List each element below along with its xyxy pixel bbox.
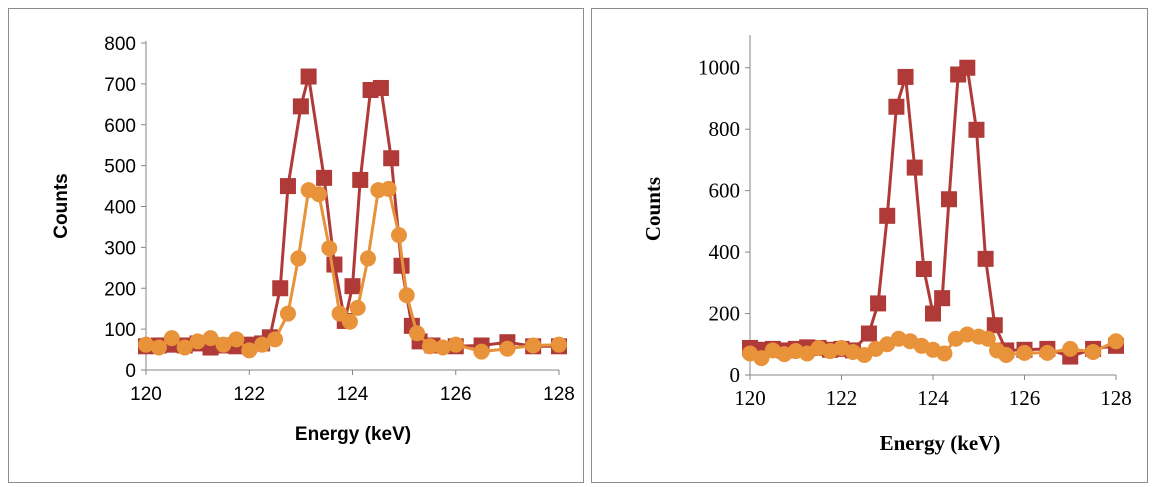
y-tick-label: 400 [104,198,136,219]
x-tick-label: 128 [543,384,575,405]
y-tick-label: 0 [730,363,741,387]
data-point-square [941,191,958,208]
data-point-circle [551,336,567,353]
data-point-circle [241,342,258,359]
data-point-circle [499,340,516,357]
x-tick-label: 124 [337,384,369,405]
y-tick-label: 0 [125,361,136,382]
data-point-circle [150,339,167,356]
x-tick-label: 128 [1100,386,1132,410]
data-point-circle [525,337,542,354]
data-point-circle [228,331,245,348]
data-point-square [968,121,985,138]
data-point-circle [202,330,219,347]
data-point-square [292,98,309,115]
data-point-circle [398,287,415,304]
data-point-square [272,280,289,297]
y-tick-label: 1000 [698,56,740,80]
data-point-square [326,256,343,273]
y-tick-label: 300 [104,238,136,259]
data-point-circle [473,343,490,360]
data-point-circle [310,186,327,203]
data-point-square [316,169,333,186]
series-2 [138,180,567,360]
data-point-circle [254,336,271,353]
data-point-circle [447,336,464,353]
data-point-square [372,79,389,96]
data-point-square [959,59,976,76]
data-point-circle [290,250,307,267]
y-tick-label: 700 [104,75,136,96]
y-tick-label: 400 [709,240,741,264]
data-point-circle [421,338,438,355]
data-point-square [915,260,932,277]
data-point-square [870,295,887,312]
data-point-circle [1062,340,1079,357]
data-point-circle [176,339,193,356]
x-axis-title: Energy (keV) [295,424,411,445]
data-point-circle [349,299,366,316]
data-point-square [860,325,877,342]
data-point-circle [215,336,232,353]
data-point-circle [359,250,376,267]
data-point-circle [189,333,206,350]
data-point-circle [1039,344,1056,361]
data-point-square [934,290,951,307]
y-tick-label: 200 [104,279,136,300]
data-point-square [925,305,941,322]
data-point-square [279,178,296,195]
data-point-square [344,278,361,295]
data-point-circle [267,331,284,348]
data-point-circle [434,339,451,356]
data-point-circle [1108,333,1124,350]
chart-right-svg: 0 200 400 600 800 1000 120 122 124 126 128 Energy (… [641,35,1132,455]
x-tick-label: 126 [440,384,472,405]
data-point-circle [998,347,1015,364]
y-axis-title: Counts [641,177,665,241]
data-point-circle [279,305,296,322]
data-point-square [897,68,914,85]
x-tick-label: 122 [233,384,265,405]
chart-panel-left: 0 100 200 300 400 500 600 700 800 120 122 124 126 128… [8,8,584,483]
y-tick-label: 100 [104,320,136,341]
x-tick-label: 126 [1009,386,1041,410]
y-tick-label: 500 [104,157,136,178]
data-point-square [986,317,1003,334]
x-tick-label: 122 [826,386,858,410]
data-point-circle [1085,343,1102,360]
series-2 [742,326,1124,367]
x-tick-label: 120 [130,384,162,405]
chart-panel-right: 0 200 400 600 800 1000 120 122 124 126 128 Energy (… [591,8,1148,483]
x-tick-label: 120 [734,386,766,410]
data-point-circle [163,330,180,347]
data-point-square [906,159,923,176]
data-point-circle [380,180,397,197]
series-1 [742,59,1124,365]
data-point-square [383,150,400,167]
data-point-square [300,68,317,85]
data-point-circle [1016,344,1033,361]
data-point-square [888,98,905,115]
y-tick-label: 600 [104,116,136,137]
y-tick-label: 800 [709,117,741,141]
data-point-circle [936,345,953,362]
y-tick-label: 600 [709,179,741,203]
data-point-circle [138,336,154,353]
data-point-circle [341,313,358,330]
y-tick-label: 800 [104,34,136,55]
y-axis-title: Counts [51,173,72,238]
data-point-circle [409,325,426,342]
data-point-square [352,171,369,188]
data-point-square [879,207,896,224]
data-point-circle [753,350,770,367]
data-point-circle [979,330,996,347]
x-axis-title: Energy (keV) [880,431,1001,455]
data-point-circle [321,240,338,257]
data-point-circle [390,227,407,244]
y-tick-label: 200 [709,302,741,326]
data-point-square [977,250,994,267]
chart-left-svg: 0 100 200 300 400 500 600 700 800 120 122 124 126 128… [51,34,575,445]
x-tick-label: 124 [917,386,949,410]
